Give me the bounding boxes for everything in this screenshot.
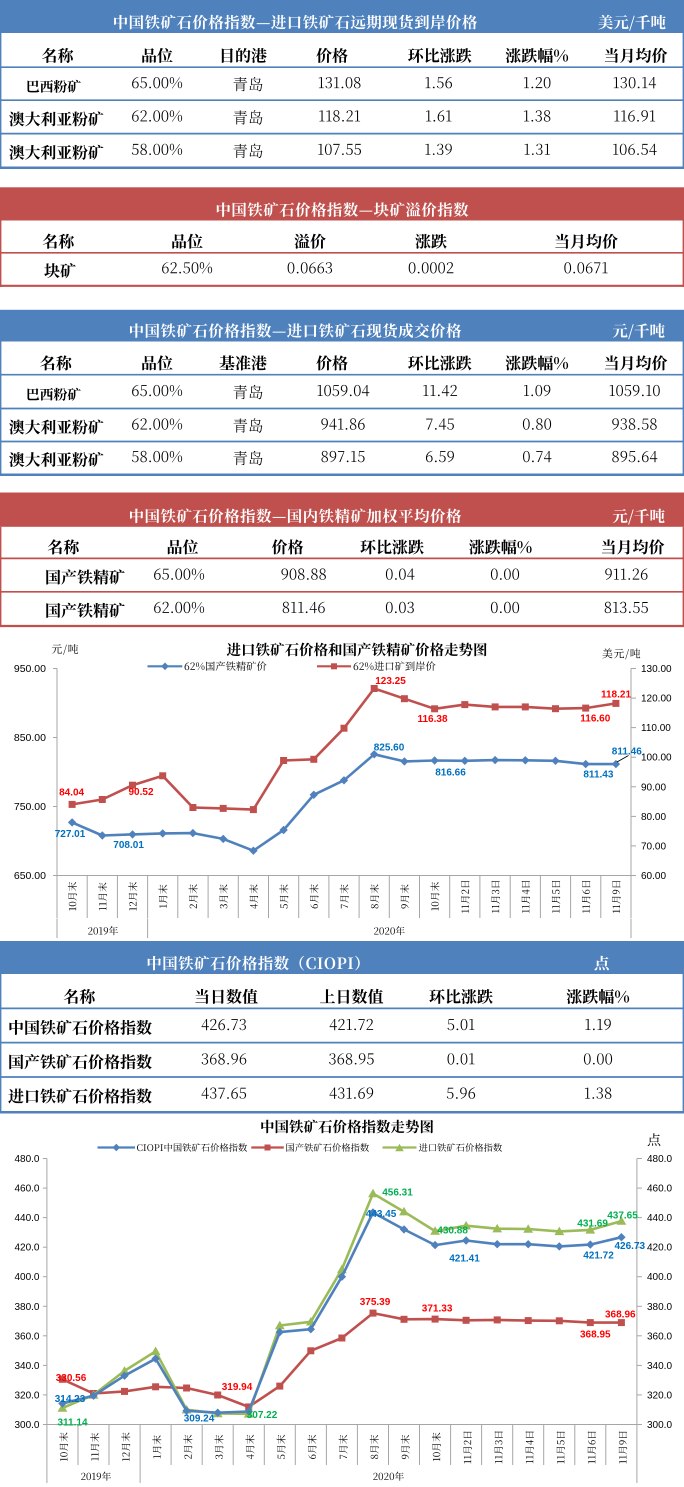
svg-text:375.39: 375.39 [360,1297,391,1308]
svg-text:84.04: 84.04 [59,788,84,799]
svg-text:811.43: 811.43 [583,769,613,780]
svg-text:440.0: 440.0 [647,1213,672,1224]
svg-text:430.88: 430.88 [437,1226,468,1237]
svg-text:311.14: 311.14 [57,1418,87,1429]
svg-text:319.94: 319.94 [222,1382,253,1393]
svg-text:118.21: 118.21 [601,689,631,700]
svg-text:380.0: 380.0 [647,1302,672,1313]
svg-text:100.00: 100.00 [641,753,672,764]
svg-text:320.0: 320.0 [14,1390,39,1401]
svg-text:130.00: 130.00 [641,664,672,675]
svg-text:116.38: 116.38 [417,714,447,725]
svg-text:431.69: 431.69 [577,1219,608,1230]
svg-text:116.60: 116.60 [580,714,610,725]
svg-text:340.0: 340.0 [647,1361,672,1372]
svg-text:320.0: 320.0 [647,1390,672,1401]
svg-text:811.46: 811.46 [612,747,642,758]
svg-text:60.00: 60.00 [641,871,666,882]
svg-text:460.0: 460.0 [647,1184,672,1195]
svg-text:330.56: 330.56 [56,1373,87,1384]
svg-text:650.00: 650.00 [14,870,46,882]
svg-text:825.60: 825.60 [374,743,405,754]
svg-text:400.0: 400.0 [14,1272,39,1283]
svg-text:440.0: 440.0 [14,1213,39,1224]
svg-text:123.25: 123.25 [375,676,406,687]
svg-text:380.0: 380.0 [14,1302,39,1313]
svg-text:110.00: 110.00 [641,723,671,734]
svg-text:309.24: 309.24 [184,1414,215,1425]
svg-text:437.65: 437.65 [607,1210,638,1221]
svg-text:90.00: 90.00 [641,782,666,793]
svg-text:727.01: 727.01 [55,829,86,840]
svg-text:360.0: 360.0 [647,1331,672,1342]
svg-text:421.41: 421.41 [449,1253,480,1264]
svg-text:708.01: 708.01 [113,840,144,851]
svg-text:420.0: 420.0 [647,1243,672,1254]
svg-text:70.00: 70.00 [641,841,666,852]
svg-text:360.0: 360.0 [14,1331,39,1342]
svg-text:307.22: 307.22 [247,1410,278,1421]
svg-text:80.00: 80.00 [641,812,666,823]
svg-text:460.0: 460.0 [14,1184,39,1195]
svg-text:480.0: 480.0 [14,1154,39,1165]
svg-text:816.66: 816.66 [435,768,466,779]
svg-text:456.31: 456.31 [382,1187,413,1198]
svg-text:950.00: 950.00 [14,663,46,675]
svg-text:90.52: 90.52 [128,787,153,798]
svg-text:443.45: 443.45 [366,1209,397,1220]
svg-text:120.00: 120.00 [641,694,672,705]
svg-text:480.0: 480.0 [647,1154,672,1165]
svg-text:314.23: 314.23 [55,1394,86,1405]
svg-text:300.0: 300.0 [647,1420,672,1431]
svg-text:300.0: 300.0 [14,1420,39,1431]
svg-text:850.00: 850.00 [14,732,46,744]
svg-text:750.00: 750.00 [14,801,46,813]
svg-text:371.33: 371.33 [422,1304,453,1315]
svg-text:368.95: 368.95 [580,1330,611,1341]
svg-text:421.72: 421.72 [583,1250,614,1261]
svg-text:420.0: 420.0 [14,1243,39,1254]
svg-text:400.0: 400.0 [647,1272,672,1283]
svg-text:426.73: 426.73 [615,1241,646,1252]
svg-text:340.0: 340.0 [14,1361,39,1372]
svg-text:368.96: 368.96 [605,1310,636,1321]
